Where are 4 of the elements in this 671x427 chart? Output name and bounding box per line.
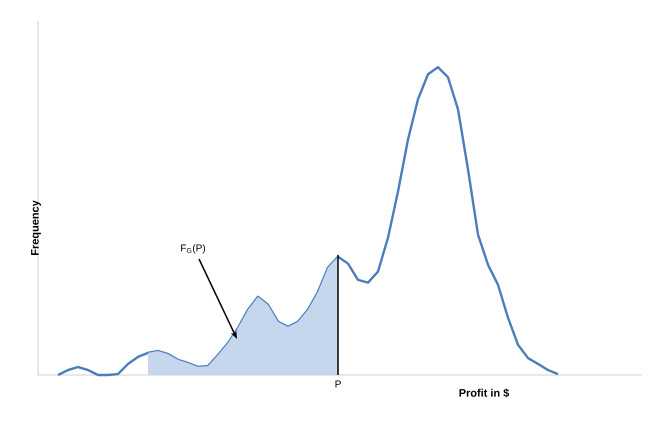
annotation: F$_{G}$(P) [181, 244, 206, 254]
y-axis-title: Frequency [31, 200, 41, 255]
text: P [336, 380, 341, 388]
x-axis-title: Profit in $ [459, 388, 510, 398]
